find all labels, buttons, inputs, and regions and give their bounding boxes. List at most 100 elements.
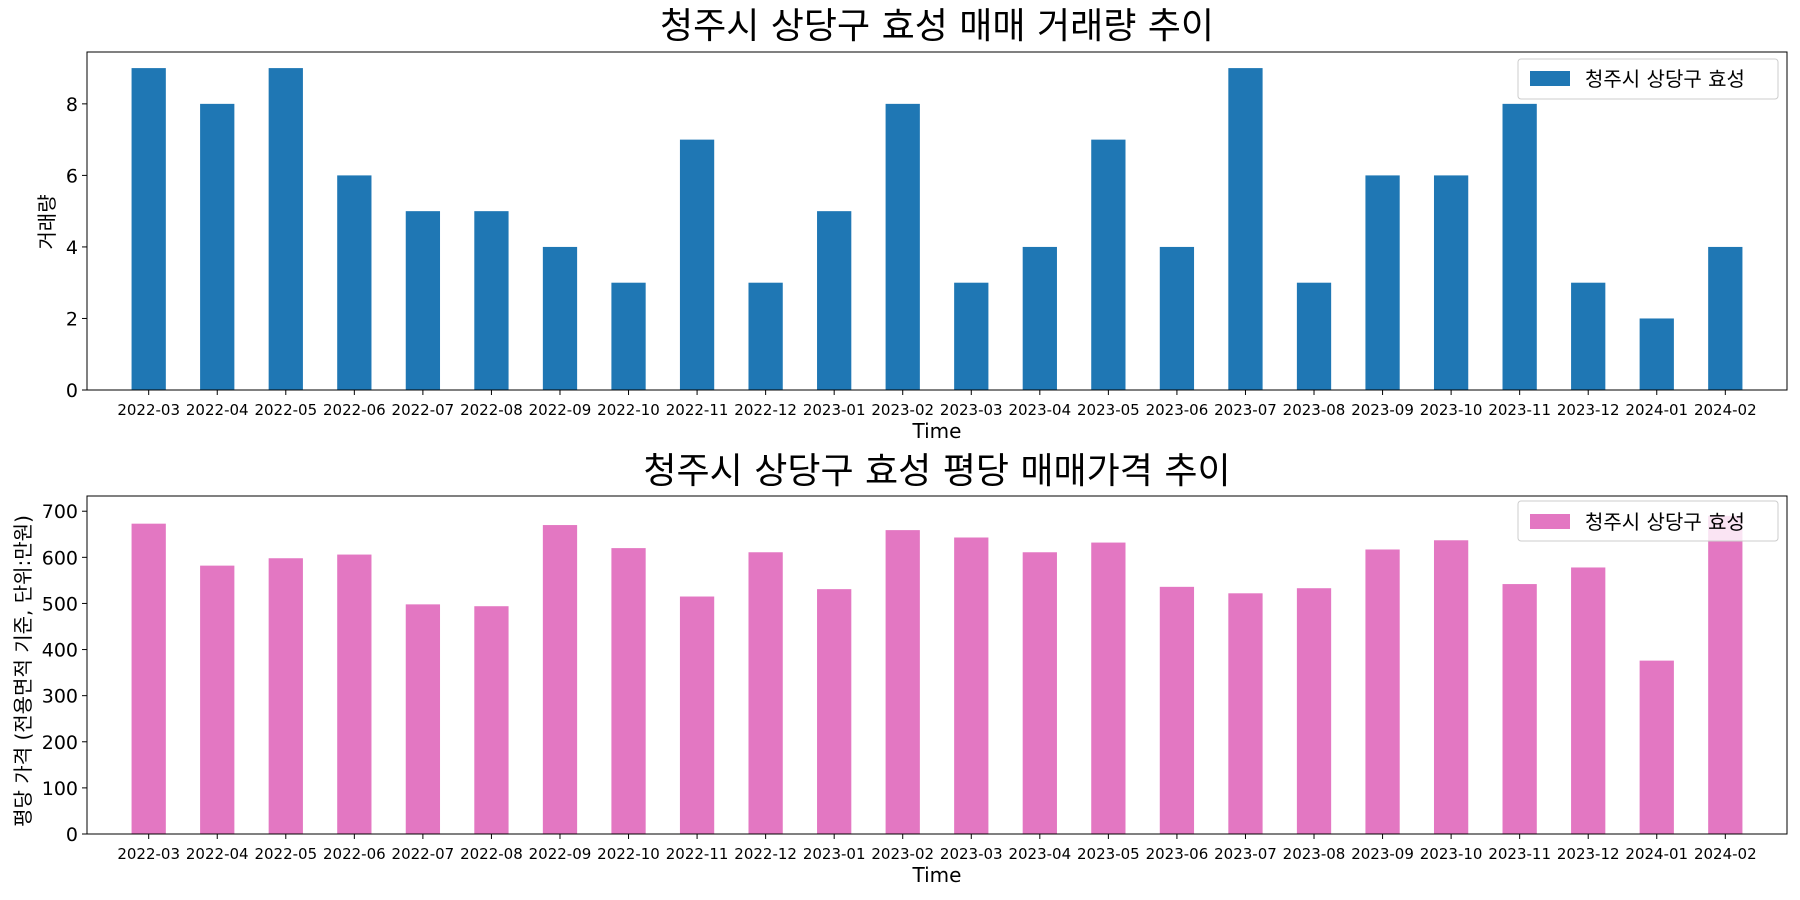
x-tick-label: 2022-08 (460, 845, 523, 863)
bar-2022-07 (405, 211, 441, 390)
bar-2022-08 (474, 606, 509, 834)
bar-2022-06 (337, 554, 372, 834)
bar-2023-12 (1571, 567, 1606, 834)
x-tick-label: 2024-01 (1625, 845, 1688, 863)
x-tick-label: 2022-11 (666, 845, 729, 863)
y-tick-label: 0 (66, 380, 78, 402)
x-tick-label: 2023-06 (1146, 845, 1209, 863)
bar-2023-04 (1022, 552, 1057, 834)
bar-2023-11 (1502, 584, 1537, 834)
y-tick-label: 600 (42, 547, 78, 569)
bar-2023-10 (1433, 540, 1469, 834)
bar-2023-01 (817, 589, 852, 834)
y-tick-label: 200 (42, 732, 78, 754)
bar-2023-10 (1433, 175, 1469, 390)
bar-2022-12 (748, 552, 783, 834)
bar-2023-02 (885, 530, 920, 834)
x-tick-label: 2022-10 (597, 845, 660, 863)
x-tick-label: 2024-02 (1694, 401, 1757, 419)
y-tick-label: 700 (42, 501, 78, 523)
x-tick-label: 2023-12 (1557, 401, 1620, 419)
y-tick-label: 500 (42, 593, 78, 615)
bar-2022-10 (611, 548, 646, 834)
y-tick-label: 400 (42, 640, 78, 662)
x-axis-label: Time (912, 419, 962, 443)
bar-2023-07 (1228, 68, 1263, 390)
x-tick-label: 2022-09 (529, 845, 592, 863)
bar-2022-11 (679, 139, 715, 390)
x-tick-label: 2022-11 (666, 401, 729, 419)
x-tick-label: 2022-06 (323, 401, 386, 419)
x-tick-label: 2023-08 (1283, 845, 1346, 863)
x-tick-label: 2022-07 (392, 845, 455, 863)
x-tick-label: 2023-02 (871, 401, 934, 419)
volume-chart: 청주시 상당구 효성 매매 거래량 추이 거래량 Time 0 2 4 6 8 2022… (35, 6, 1788, 443)
bar-2023-06 (1159, 246, 1195, 390)
chart-title: 청주시 상당구 효성 평당 매매가격 추이 (643, 451, 1230, 492)
x-tick-label: 2023-01 (803, 845, 866, 863)
x-tick-label: 2022-12 (734, 401, 797, 419)
bar-2023-02 (885, 103, 920, 391)
legend: 청주시 상당구 효성 (1517, 500, 1779, 542)
chart-title: 청주시 상당구 효성 매매 거래량 추이 (660, 6, 1214, 47)
bar-2022-03 (131, 523, 166, 834)
x-tick-label: 2022-05 (254, 845, 317, 863)
bar-2022-07 (405, 604, 441, 834)
x-tick-label: 2023-10 (1420, 845, 1483, 863)
bar-2023-03 (954, 537, 989, 834)
bar-2022-04 (200, 103, 235, 391)
legend-box (1517, 500, 1779, 542)
y-axis-ticks: 0 100 200 300 400 500 600 700 (42, 501, 87, 846)
y-tick-label: 100 (42, 778, 78, 800)
bar-2023-09 (1365, 549, 1400, 834)
bar-2022-10 (611, 282, 646, 390)
x-tick-label: 2023-11 (1488, 401, 1551, 419)
x-tick-label: 2023-08 (1283, 401, 1346, 419)
bar-2023-04 (1022, 246, 1057, 390)
bar-2023-01 (817, 211, 852, 390)
x-tick-label: 2023-12 (1557, 845, 1620, 863)
bar-2023-06 (1159, 586, 1195, 834)
legend: 청주시 상당구 효성 (1517, 58, 1779, 100)
x-tick-label: 2023-07 (1214, 845, 1277, 863)
bar-2023-11 (1502, 103, 1537, 391)
bar-2024-01 (1639, 318, 1674, 390)
x-tick-label: 2022-05 (254, 401, 317, 419)
bar-2022-08 (474, 211, 509, 390)
bar-2023-03 (954, 282, 989, 390)
y-tick-label: 300 (42, 686, 78, 708)
price-chart: 청주시 상당구 효성 평당 매매가격 추이 평당 가격 (전용면적 기준, 단위… (11, 451, 1788, 887)
bar-2022-09 (542, 525, 578, 834)
x-tick-label: 2022-03 (117, 845, 180, 863)
x-tick-label: 2023-01 (803, 401, 866, 419)
bar-2024-02 (1708, 246, 1743, 390)
x-tick-label: 2023-06 (1146, 401, 1209, 419)
y-tick-label: 6 (66, 165, 78, 187)
x-tick-label: 2023-10 (1420, 401, 1483, 419)
bar-2022-09 (542, 246, 578, 390)
bar-2022-05 (268, 68, 303, 390)
y-axis-ticks: 0 2 4 6 8 (66, 94, 87, 402)
x-tick-label: 2022-03 (117, 401, 180, 419)
y-tick-label: 8 (66, 94, 78, 116)
bar-2022-03 (131, 68, 166, 390)
x-tick-label: 2023-11 (1488, 845, 1551, 863)
x-tick-label: 2023-05 (1077, 845, 1140, 863)
x-tick-label: 2024-01 (1625, 401, 1688, 419)
bar-2023-08 (1296, 282, 1332, 390)
plot-frame (86, 495, 1788, 835)
y-axis-label: 평당 가격 (전용면적 기준, 단위:만원) (11, 515, 35, 827)
plot-frame (86, 51, 1788, 391)
legend-label: 청주시 상당구 효성 (1585, 67, 1745, 91)
y-axis-label: 거래량 (35, 194, 59, 249)
bar-2022-04 (200, 565, 235, 834)
x-tick-label: 2022-06 (323, 845, 386, 863)
x-tick-label: 2023-03 (940, 401, 1003, 419)
x-tick-label: 2023-03 (940, 845, 1003, 863)
x-tick-label: 2023-07 (1214, 401, 1277, 419)
x-tick-label: 2023-09 (1351, 401, 1414, 419)
x-axis-ticks: 2022-03 2022-04 2022-05 2022-06 2022-07 2022-… (117, 390, 1757, 419)
legend-label: 청주시 상당구 효성 (1585, 510, 1745, 534)
x-axis-label: Time (912, 863, 962, 887)
x-tick-label: 2023-04 (1008, 401, 1071, 419)
